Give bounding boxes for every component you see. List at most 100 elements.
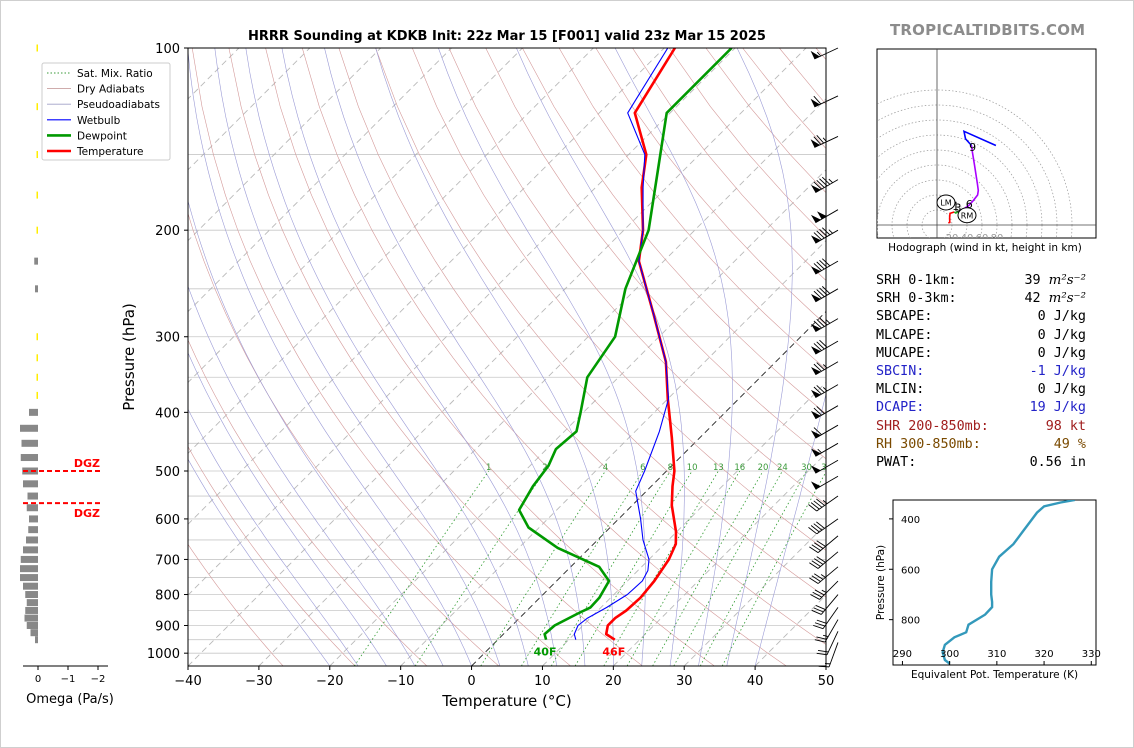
barb-flag	[810, 448, 821, 457]
hodograph-trace	[962, 129, 997, 147]
param-value: 39 m²s⁻²	[1024, 273, 1086, 288]
hodograph-frame	[876, 48, 1097, 239]
barb-staff	[819, 580, 839, 600]
barb-full	[819, 317, 828, 326]
barb-half	[823, 634, 829, 637]
hodograph-ring-label: 20	[946, 233, 959, 244]
barb-full	[816, 230, 825, 239]
omega-bar	[21, 439, 38, 447]
theta-x-tick-label: 330	[1082, 649, 1101, 660]
barb-full	[810, 594, 820, 600]
hodograph-height-label: 1	[952, 200, 959, 213]
legend-label: Temperature	[76, 146, 144, 158]
param-row: PWAT: 0.56 in	[876, 454, 1096, 472]
wind-barb	[809, 566, 839, 584]
omega-bar	[28, 526, 38, 534]
x-tick-label: 20	[605, 674, 622, 689]
barb-flag	[810, 184, 821, 193]
legend-label: Dewpoint	[77, 130, 127, 142]
omega-bar	[23, 582, 38, 590]
hodograph-height-label: 6	[966, 198, 973, 211]
barb-full	[819, 287, 828, 296]
surface-temperature-label: 46F	[602, 646, 625, 659]
param-label: SBCIN:	[876, 363, 925, 379]
y-tick-label: 500	[155, 465, 180, 480]
dry-adiabat	[595, 48, 826, 326]
barb-full	[814, 558, 824, 565]
pseudoadiabat	[188, 352, 387, 666]
x-tick-label: 10	[534, 674, 551, 689]
param-label: RH 300-850mb:	[876, 436, 981, 452]
barb-flag	[810, 98, 820, 107]
isotherm-line	[188, 48, 807, 666]
barb-half	[828, 178, 833, 184]
barb-flag	[810, 465, 821, 474]
hodograph-trace	[958, 145, 980, 213]
isotherm-line	[258, 98, 826, 666]
omega-tick-label: −2	[91, 674, 106, 685]
y-tick-label: 800	[155, 589, 180, 604]
hodograph-ring-label: 40	[961, 233, 974, 244]
barb-flag	[810, 50, 820, 59]
param-value: 0 J/kg	[1037, 345, 1086, 361]
legend-label: Sat. Mix. Ratio	[77, 68, 153, 80]
barb-flag	[810, 346, 821, 355]
x-tick-label: −20	[316, 674, 343, 689]
x-tick-label: 50	[818, 674, 835, 689]
param-value: -1 J/kg	[1029, 363, 1086, 379]
hodograph-height-label: 3	[955, 201, 962, 214]
barb-full	[816, 135, 825, 144]
barb-full	[816, 261, 825, 270]
mixing-ratio-label: 6	[640, 463, 645, 473]
profile-wetbulb	[573, 48, 670, 640]
omega-axis-label: Omega (Pa/s)	[26, 692, 114, 707]
mixing-ratio-label: 2	[542, 463, 547, 473]
mixing-ratio-label: 8	[668, 463, 673, 473]
barb-full	[816, 540, 826, 547]
y-tick-label: 400	[155, 406, 180, 421]
dry-adiabat	[188, 212, 499, 666]
isotherm-line	[683, 523, 826, 666]
barb-flag	[817, 211, 827, 220]
pseudoadiabat	[188, 285, 416, 666]
barb-full	[813, 343, 822, 351]
mixing-ratio-label: 10	[687, 463, 698, 473]
barb-half	[820, 574, 826, 578]
barb-half	[822, 387, 828, 392]
barb-full	[813, 181, 822, 190]
mixing-ratio-label: 1	[486, 463, 491, 473]
param-label: MLCAPE:	[876, 327, 933, 343]
barb-full	[813, 263, 822, 271]
barb-full	[814, 622, 826, 627]
omega-bar	[26, 599, 38, 607]
barb-full	[808, 527, 817, 535]
barb-half	[821, 589, 827, 594]
wind-barb	[810, 580, 839, 600]
isotherm-line	[0, 48, 26, 666]
theta-e-panel: 290 300 310 320 330 400 600 800 Equivalent Pot. …	[875, 499, 1101, 681]
barb-full	[818, 665, 830, 668]
barb-full	[815, 605, 826, 610]
barb-full	[814, 573, 824, 580]
wind-barb	[810, 384, 839, 399]
omega-bar	[20, 574, 38, 582]
omega-bar	[35, 285, 38, 293]
barb-staff	[828, 642, 839, 668]
pseudoadiabat	[188, 458, 331, 666]
legend-box	[41, 62, 171, 161]
pseudoadiabat	[438, 48, 646, 666]
dry-adiabat	[228, 48, 643, 666]
param-label: SHR 200-850mb:	[876, 418, 989, 434]
omega-bar	[25, 591, 38, 599]
param-row: MLCAPE: 0 J/kg	[876, 327, 1096, 345]
param-label: MLCIN:	[876, 382, 925, 398]
barb-full	[813, 407, 822, 416]
skewt-legend: Sat. Mix. Ratio Dry Adiabats Pseudoadiabat…	[41, 62, 171, 161]
omega-bar	[26, 621, 38, 629]
param-value: 0 J/kg	[1037, 382, 1086, 398]
barb-flag	[810, 430, 821, 439]
param-label: SRH 0-3km:	[876, 291, 957, 307]
param-row: DCAPE: 19 J/kg	[876, 399, 1096, 417]
omega-panel: 0 −1 −2 Omega (Pa/s) DGZ DGZ	[20, 44, 114, 707]
skewt-profiles: 40F 46F	[517, 48, 733, 659]
